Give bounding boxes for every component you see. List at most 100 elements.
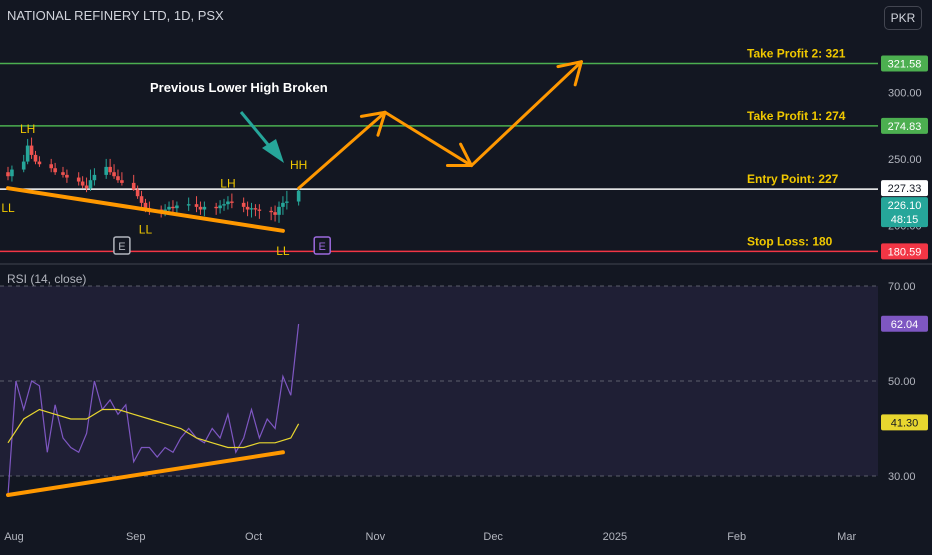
candle-body: [65, 174, 69, 178]
candle[interactable]: [88, 169, 93, 191]
candle-body: [29, 145, 34, 155]
pivot-label: HH: [290, 158, 307, 172]
candle-body: [131, 182, 136, 190]
candle[interactable]: [33, 150, 38, 165]
price-tick-label: 250.00: [888, 154, 922, 166]
time-tick-label: Mar: [837, 531, 856, 543]
rsi-ma-line[interactable]: [7, 408, 300, 449]
earnings-event-marker[interactable]: E: [113, 236, 131, 255]
candle[interactable]: [29, 137, 34, 159]
candle[interactable]: [214, 202, 218, 215]
candle[interactable]: [120, 172, 124, 186]
candle[interactable]: [92, 168, 97, 186]
level-price-label: 274.83: [888, 121, 922, 133]
rsi-trendline[interactable]: [6, 450, 285, 497]
level-label: Stop Loss: 180: [747, 234, 833, 248]
candle-body: [296, 190, 301, 202]
candle[interactable]: [186, 197, 191, 211]
time-tick-label: Feb: [727, 531, 746, 543]
currency-button[interactable]: PKR: [884, 6, 922, 30]
price-trendline[interactable]: [6, 186, 285, 233]
candle[interactable]: [37, 156, 42, 167]
bar-countdown: 48:15: [891, 214, 919, 226]
earnings-event-marker[interactable]: E: [313, 236, 331, 255]
candle[interactable]: [21, 154, 26, 173]
candle[interactable]: [249, 202, 254, 218]
candle[interactable]: [25, 138, 30, 165]
candle[interactable]: [226, 196, 230, 210]
candle[interactable]: [296, 188, 301, 206]
candle-body: [37, 161, 42, 165]
candle[interactable]: [222, 198, 226, 211]
time-tick-label: Nov: [366, 531, 386, 543]
candle-body: [135, 189, 140, 197]
candle[interactable]: [269, 206, 273, 221]
callout-arrow: [239, 111, 272, 148]
projection-segment[interactable]: [469, 60, 583, 168]
level-price-box: [881, 55, 928, 72]
candle[interactable]: [139, 190, 144, 207]
candle[interactable]: [10, 165, 14, 182]
price-axis[interactable]: [878, 0, 932, 550]
candle[interactable]: [241, 197, 246, 213]
candle[interactable]: [61, 166, 65, 178]
candle[interactable]: [230, 193, 234, 209]
level-price-box: [881, 243, 928, 260]
candle[interactable]: [104, 158, 108, 179]
time-tick-label: Sep: [126, 531, 146, 543]
candle[interactable]: [198, 201, 203, 215]
projection-segment[interactable]: [383, 110, 473, 168]
candle-body: [33, 154, 38, 162]
event-box: [313, 236, 331, 255]
candle[interactable]: [277, 201, 281, 223]
entry-price-label: 227.33: [888, 183, 922, 195]
candle-body: [139, 196, 144, 203]
candle-body: [92, 174, 97, 181]
candle[interactable]: [135, 185, 140, 199]
candle[interactable]: [53, 162, 57, 175]
candle[interactable]: [245, 201, 250, 217]
rsi-line[interactable]: [7, 323, 300, 496]
candle[interactable]: [218, 200, 222, 214]
candle-body: [194, 204, 199, 207]
candle-body: [171, 206, 175, 209]
candle-body: [6, 172, 10, 177]
candle[interactable]: [6, 166, 10, 181]
candle-body: [253, 208, 258, 210]
candle[interactable]: [112, 164, 116, 179]
candle[interactable]: [281, 196, 285, 215]
candle-body: [285, 201, 289, 203]
candle[interactable]: [194, 196, 199, 213]
pivot-label: LL: [139, 223, 153, 237]
current-price-box: [881, 197, 928, 228]
candle[interactable]: [65, 169, 69, 183]
candle[interactable]: [116, 169, 120, 183]
candle[interactable]: [76, 172, 81, 186]
candle-body: [112, 172, 116, 177]
candle[interactable]: [202, 201, 207, 217]
candle-body: [116, 176, 120, 181]
candle-body: [214, 206, 218, 209]
candle-body: [21, 161, 26, 170]
candle[interactable]: [171, 200, 175, 213]
candle[interactable]: [285, 190, 289, 210]
candle-body: [281, 202, 285, 207]
candle[interactable]: [108, 158, 112, 175]
level-label: Take Profit 1: 274: [747, 109, 846, 123]
candle-body: [108, 166, 112, 173]
rsi-value-box: [881, 315, 928, 332]
projection-segment[interactable]: [297, 110, 387, 190]
candle[interactable]: [80, 176, 85, 189]
candle[interactable]: [131, 174, 136, 191]
candle[interactable]: [253, 204, 258, 217]
candle-body: [202, 206, 207, 210]
candle-body: [10, 169, 14, 177]
rsi-title: RSI (14, close): [7, 272, 87, 286]
candle[interactable]: [257, 204, 262, 219]
candle[interactable]: [273, 205, 277, 222]
candle[interactable]: [84, 177, 89, 193]
candle[interactable]: [175, 201, 179, 214]
candle[interactable]: [49, 158, 54, 173]
